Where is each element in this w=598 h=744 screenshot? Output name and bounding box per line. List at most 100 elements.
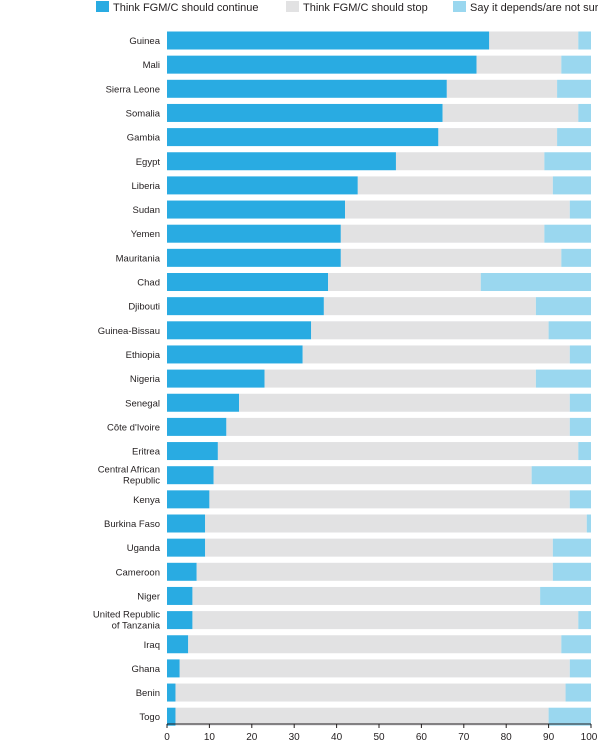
bar-ethiopia-series-2 bbox=[569, 345, 591, 364]
category-label-sierra-leone: Sierra Leone bbox=[106, 84, 160, 95]
bar-gambia-series-2 bbox=[557, 128, 591, 147]
bar-kenya-series-2 bbox=[569, 490, 591, 509]
category-label-ethiopia: Ethiopia bbox=[126, 350, 161, 361]
legend-swatch-0 bbox=[96, 1, 109, 12]
category-label-senegal: Senegal bbox=[125, 398, 160, 409]
bar-ghana-series-1 bbox=[179, 659, 570, 678]
category-label-line: of Tanzania bbox=[112, 621, 161, 632]
bar-cameroon-series-2 bbox=[552, 562, 591, 581]
bar-kenya-series-0 bbox=[167, 490, 210, 509]
bar-central-african-republic-series-2 bbox=[531, 466, 591, 485]
bar-nigeria-series-1 bbox=[264, 369, 536, 388]
category-label-chad: Chad bbox=[137, 278, 160, 289]
bar-guinea-bissau-series-0 bbox=[167, 321, 312, 340]
bar-burkina-faso-series-0 bbox=[167, 514, 206, 533]
category-label-togo: Togo bbox=[139, 712, 160, 723]
bar-sudan-series-2 bbox=[569, 200, 591, 219]
bar-djibouti-series-0 bbox=[167, 297, 324, 316]
category-label-united-republic-of-tanzania: United Republic of Tanzania bbox=[93, 610, 161, 632]
bar-niger-series-1 bbox=[192, 586, 541, 605]
bar-somalia-series-1 bbox=[442, 103, 579, 122]
category-label-niger: Niger bbox=[137, 591, 160, 602]
category-label-yemen: Yemen bbox=[131, 229, 160, 240]
category-label-iraq: Iraq bbox=[144, 640, 160, 651]
bar-senegal-series-2 bbox=[569, 393, 591, 412]
legend-swatch-2 bbox=[453, 1, 466, 12]
bar-united-republic-of-tanzania-series-1 bbox=[192, 611, 579, 630]
bar-djibouti-series-2 bbox=[535, 297, 591, 316]
category-label-central-african-republic: Central African Republic bbox=[98, 465, 161, 487]
bar-liberia-series-1 bbox=[357, 176, 553, 195]
bar-united-republic-of-tanzania-series-2 bbox=[578, 611, 591, 630]
bar-togo-series-0 bbox=[167, 707, 176, 726]
bar-somalia-series-2 bbox=[578, 103, 591, 122]
bar-eritrea-series-0 bbox=[167, 442, 218, 461]
x-tick-label-0: 0 bbox=[164, 732, 170, 743]
bar-niger-series-2 bbox=[540, 586, 591, 605]
bar-chad-series-2 bbox=[480, 273, 591, 291]
bar-guinea-bissau-series-2 bbox=[548, 321, 591, 340]
bar-guinea-series-2 bbox=[578, 31, 591, 50]
category-label-sudan: Sudan bbox=[133, 205, 160, 216]
bar-djibouti-series-1 bbox=[323, 297, 536, 316]
bar-yemen-series-2 bbox=[544, 224, 591, 243]
bar-yemen-series-1 bbox=[340, 224, 545, 243]
category-label-uganda: Uganda bbox=[127, 543, 161, 554]
bar-liberia-series-0 bbox=[167, 176, 358, 195]
category-label-line: United Republic bbox=[93, 610, 160, 621]
bar-gambia-series-0 bbox=[167, 128, 439, 147]
bar-guinea-bissau-series-1 bbox=[311, 321, 549, 340]
bar-gambia-series-1 bbox=[438, 128, 558, 147]
category-label-nigeria: Nigeria bbox=[130, 374, 161, 385]
category-label-djibouti: Djibouti bbox=[128, 302, 160, 313]
x-tick-label-90: 90 bbox=[543, 732, 555, 743]
bar-eritrea-series-2 bbox=[578, 442, 591, 461]
bar-eritrea-series-1 bbox=[217, 442, 579, 461]
bar-uganda-series-2 bbox=[552, 538, 591, 557]
bar-mauritania-series-0 bbox=[167, 248, 341, 267]
x-tick-label-20: 20 bbox=[246, 732, 258, 743]
category-label-gambia: Gambia bbox=[127, 133, 161, 144]
bar-egypt-series-2 bbox=[544, 152, 591, 171]
x-tick-label-100: 100 bbox=[581, 732, 598, 743]
category-labels: Guinea Mali Sierra Leone Somalia Gambia Egypt… bbox=[93, 36, 161, 723]
x-tick-label-70: 70 bbox=[458, 732, 470, 743]
legend-label-0: Think FGM/C should continue bbox=[113, 2, 259, 14]
x-tick-label-50: 50 bbox=[373, 732, 385, 743]
bar-sierra-leone-series-0 bbox=[167, 79, 447, 98]
category-label-liberia: Liberia bbox=[131, 181, 160, 192]
category-label-guinea: Guinea bbox=[129, 36, 160, 47]
category-label-benin: Benin bbox=[136, 688, 160, 699]
legend: Think FGM/C should continue Think FGM/C s… bbox=[96, 1, 598, 14]
bar-mali-series-1 bbox=[476, 55, 562, 74]
category-label-guinea-bissau: Guinea-Bissau bbox=[98, 326, 160, 337]
category-label-somalia: Somalia bbox=[126, 108, 161, 119]
bar-benin-series-2 bbox=[565, 683, 591, 702]
x-tick-label-40: 40 bbox=[331, 732, 343, 743]
category-label-mali: Mali bbox=[143, 60, 160, 71]
bar-egypt-series-1 bbox=[395, 152, 545, 171]
bar-central-african-republic-series-1 bbox=[213, 466, 532, 485]
bar-kenya-series-1 bbox=[209, 490, 570, 509]
bar-benin-series-1 bbox=[175, 683, 566, 702]
bars bbox=[167, 31, 591, 726]
bar-senegal-series-1 bbox=[239, 393, 570, 412]
bar-nigeria-series-0 bbox=[167, 369, 265, 388]
bar-ghana-series-0 bbox=[167, 659, 180, 678]
bar-cote-d-ivoire-series-2 bbox=[569, 417, 591, 436]
category-label-cote-d-ivoire: Côte d'Ivoire bbox=[107, 422, 160, 433]
bar-uganda-series-0 bbox=[167, 538, 206, 557]
bar-uganda-series-1 bbox=[205, 538, 553, 557]
bar-ghana-series-2 bbox=[569, 659, 591, 678]
bar-central-african-republic-series-0 bbox=[167, 466, 214, 485]
bar-united-republic-of-tanzania-series-0 bbox=[167, 611, 193, 630]
bar-sierra-leone-series-2 bbox=[557, 79, 591, 98]
legend-label-2: Say it depends/are not sure bbox=[470, 2, 598, 14]
bar-somalia-series-0 bbox=[167, 103, 443, 122]
category-label-line: Republic bbox=[123, 476, 160, 487]
bar-guinea-series-1 bbox=[489, 31, 579, 50]
bar-burkina-faso-series-1 bbox=[205, 514, 587, 533]
category-label-kenya: Kenya bbox=[133, 495, 161, 506]
category-label-cameroon: Cameroon bbox=[116, 567, 160, 578]
legend-swatch-1 bbox=[286, 1, 299, 12]
